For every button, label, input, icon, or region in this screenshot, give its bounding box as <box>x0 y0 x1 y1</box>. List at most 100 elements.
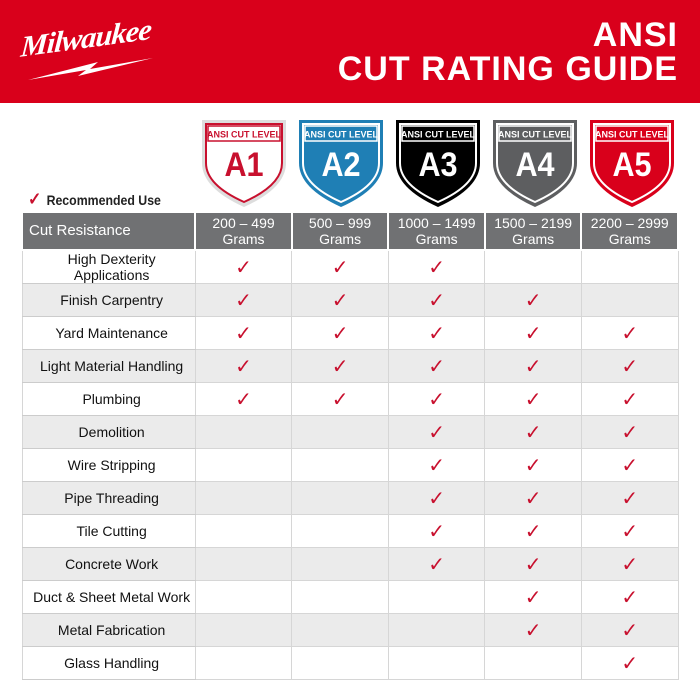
check-icon: ✓ <box>428 520 445 543</box>
check-icon: ✓ <box>621 454 639 477</box>
check-icon: ✓ <box>428 289 445 312</box>
check-icon: ✓ <box>621 355 639 378</box>
check-cell <box>291 415 389 449</box>
row-label: Light Material Handling <box>21 349 196 383</box>
shield-a5: ANSI CUT LEVEL A5 <box>587 118 677 208</box>
check-icon: ✓ <box>621 652 639 675</box>
check-cell <box>194 514 293 548</box>
shield-level: A5 <box>612 146 651 184</box>
check-cell: ✓ <box>580 547 679 581</box>
check-cell: ✓ <box>580 646 679 680</box>
check-icon: ✓ <box>428 355 445 378</box>
row-label: Concrete Work <box>21 547 196 581</box>
check-cell: ✓ <box>387 415 486 449</box>
check-cell <box>194 547 293 581</box>
header-range: 1000 – 1499 Grams <box>387 211 486 251</box>
check-icon: ✓ <box>235 289 252 312</box>
check-cell: ✓ <box>484 448 582 482</box>
check-icon: ✓ <box>235 388 252 411</box>
check-icon: ✓ <box>621 487 639 510</box>
table-row: Glass Handling ✓ <box>21 646 679 680</box>
row-label: Demolition <box>21 415 196 449</box>
table-row: Finish Carpentry ✓ ✓ ✓ ✓ <box>21 283 679 317</box>
check-cell: ✓ <box>580 415 679 449</box>
check-cell <box>291 547 389 581</box>
row-label: High Dexterity Applications <box>21 249 196 284</box>
check-cell: ✓ <box>291 349 389 383</box>
check-icon: ✓ <box>524 388 542 411</box>
table-row: Concrete Work ✓ ✓ ✓ <box>21 547 679 581</box>
check-icon: ✓ <box>621 586 639 609</box>
table-row: Tile Cutting ✓ ✓ ✓ <box>21 514 679 548</box>
check-cell <box>291 613 389 647</box>
check-cell: ✓ <box>291 382 389 416</box>
cut-rating-table: Cut Resistance 200 – 499 Grams 500 – 999 Gra… <box>20 211 679 680</box>
check-cell: ✓ <box>484 613 582 647</box>
check-cell: ✓ <box>580 514 679 548</box>
check-cell <box>194 415 293 449</box>
legend-label: Recommended Use <box>46 192 161 208</box>
shield-a4: ANSI CUT LEVEL A4 <box>490 118 580 208</box>
check-cell: ✓ <box>387 382 486 416</box>
check-cell <box>387 646 486 680</box>
check-icon: ✓ <box>524 553 542 576</box>
row-label: Yard Maintenance <box>21 316 196 350</box>
table-row: Demolition ✓ ✓ ✓ <box>21 415 679 449</box>
check-icon: ✓ <box>524 322 542 345</box>
check-cell: ✓ <box>580 580 679 614</box>
check-cell <box>484 249 582 284</box>
check-icon: ✓ <box>621 322 639 345</box>
check-cell <box>291 514 389 548</box>
table-row: Yard Maintenance ✓ ✓ ✓ ✓ ✓ <box>21 316 679 350</box>
check-icon: ✓ <box>331 322 349 345</box>
check-icon: ✓ <box>428 256 445 279</box>
check-cell: ✓ <box>484 415 582 449</box>
table-row: Metal Fabrication ✓ ✓ <box>21 613 679 647</box>
check-cell: ✓ <box>387 448 486 482</box>
check-cell <box>580 249 679 284</box>
check-cell: ✓ <box>580 349 679 383</box>
row-label: Plumbing <box>21 382 196 416</box>
shield-top-label: ANSI CUT LEVEL <box>304 130 379 140</box>
check-cell: ✓ <box>291 249 389 284</box>
check-cell <box>194 448 293 482</box>
check-cell <box>194 613 293 647</box>
shield-a1: ANSI CUT LEVEL A1 <box>199 118 289 208</box>
check-icon: ✓ <box>621 388 639 411</box>
check-cell <box>291 580 389 614</box>
check-cell <box>291 448 389 482</box>
check-cell: ✓ <box>387 349 486 383</box>
check-cell: ✓ <box>484 382 582 416</box>
check-icon: ✓ <box>331 289 349 312</box>
table-row: Duct & Sheet Metal Work ✓ ✓ <box>21 580 679 614</box>
check-cell: ✓ <box>194 283 293 317</box>
check-icon: ✓ <box>235 256 252 279</box>
row-label: Duct & Sheet Metal Work <box>21 580 196 614</box>
shield-a2: ANSI CUT LEVEL A2 <box>296 118 386 208</box>
row-label: Tile Cutting <box>21 514 196 548</box>
check-cell: ✓ <box>484 547 582 581</box>
check-cell: ✓ <box>194 349 293 383</box>
row-label: Finish Carpentry <box>21 283 196 317</box>
check-cell: ✓ <box>194 316 293 350</box>
check-icon: ✓ <box>621 619 639 642</box>
check-cell: ✓ <box>580 481 679 515</box>
check-cell: ✓ <box>580 448 679 482</box>
check-cell: ✓ <box>484 316 582 350</box>
table-row: Plumbing ✓ ✓ ✓ ✓ ✓ <box>21 382 679 416</box>
check-icon: ✓ <box>621 520 639 543</box>
legend-recommended-use: ✓ Recommended Use <box>28 189 161 210</box>
header-range: 200 – 499 Grams <box>194 211 293 251</box>
check-icon: ✓ <box>621 553 639 576</box>
check-icon: ✓ <box>428 553 445 576</box>
check-icon: ✓ <box>428 421 445 444</box>
check-cell: ✓ <box>387 316 486 350</box>
check-icon: ✓ <box>428 322 445 345</box>
shield-top-label: ANSI CUT LEVEL <box>401 130 476 140</box>
shield-level: A1 <box>224 146 263 184</box>
check-cell: ✓ <box>580 382 679 416</box>
check-cell <box>194 580 293 614</box>
check-cell: ✓ <box>387 283 486 317</box>
title-line2: CUT RATING GUIDE <box>337 50 678 88</box>
check-icon: ✓ <box>524 586 542 609</box>
